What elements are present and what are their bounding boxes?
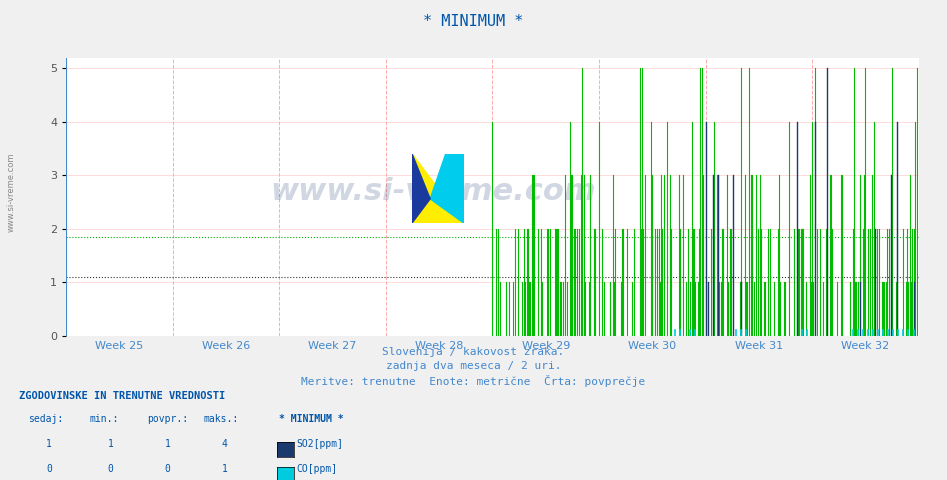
Text: 0: 0 — [165, 464, 170, 474]
Text: maks.:: maks.: — [204, 414, 239, 424]
Text: 0: 0 — [108, 464, 114, 474]
Text: sedaj:: sedaj: — [28, 414, 63, 424]
Text: 1: 1 — [165, 439, 170, 449]
Text: 4: 4 — [222, 439, 227, 449]
Text: 1: 1 — [222, 464, 227, 474]
Text: * MINIMUM *: * MINIMUM * — [423, 14, 524, 29]
Polygon shape — [412, 154, 430, 223]
Text: SO2[ppm]: SO2[ppm] — [296, 439, 344, 449]
Polygon shape — [412, 154, 464, 223]
Text: ZGODOVINSKE IN TRENUTNE VREDNOSTI: ZGODOVINSKE IN TRENUTNE VREDNOSTI — [19, 391, 225, 401]
Polygon shape — [430, 154, 464, 223]
Text: zadnja dva meseca / 2 uri.: zadnja dva meseca / 2 uri. — [385, 361, 562, 371]
Text: CO[ppm]: CO[ppm] — [296, 464, 337, 474]
Text: min.:: min.: — [90, 414, 119, 424]
Text: povpr.:: povpr.: — [147, 414, 188, 424]
Text: * MINIMUM *: * MINIMUM * — [279, 414, 344, 424]
Text: Meritve: trenutne  Enote: metrične  Črta: povprečje: Meritve: trenutne Enote: metrične Črta: … — [301, 375, 646, 387]
Text: Slovenija / kakovost zraka.: Slovenija / kakovost zraka. — [383, 347, 564, 357]
Text: 1: 1 — [108, 439, 114, 449]
Text: www.si-vreme.com: www.si-vreme.com — [7, 152, 16, 232]
Text: www.si-vreme.com: www.si-vreme.com — [270, 177, 596, 206]
Text: 0: 0 — [46, 464, 52, 474]
Text: 1: 1 — [46, 439, 52, 449]
